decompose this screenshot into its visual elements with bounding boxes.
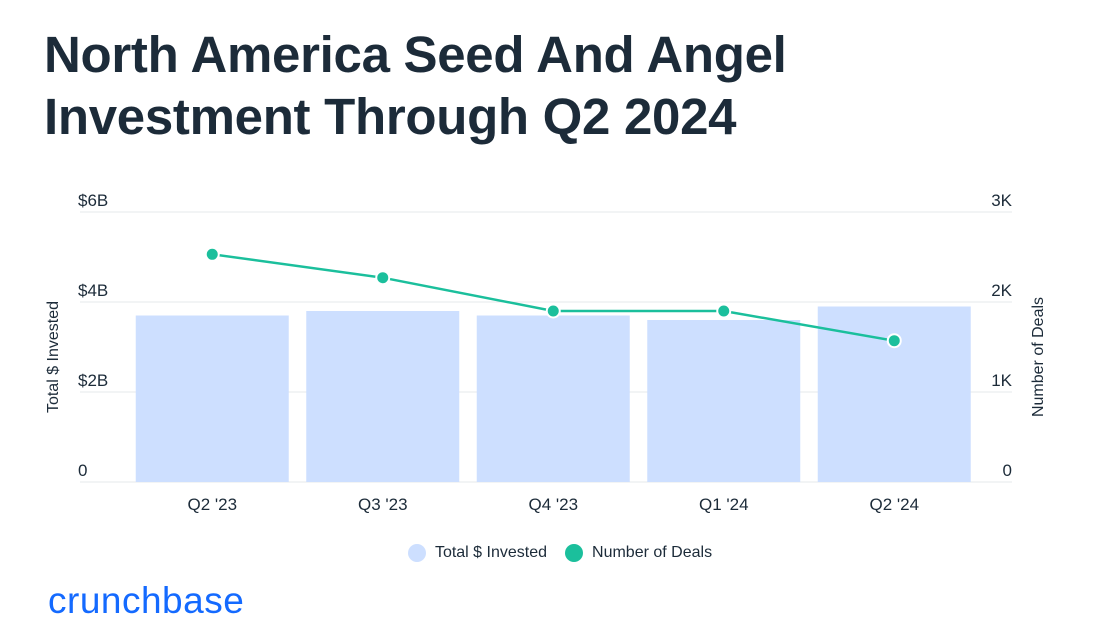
legend-swatch-invested	[407, 544, 426, 562]
deal-point	[545, 303, 561, 319]
legend-label-deals: Number of Deals	[592, 544, 713, 561]
bar	[306, 311, 460, 482]
x-tick-label: Q2 '24	[869, 495, 919, 514]
deal-point	[375, 270, 391, 286]
deal-point	[204, 246, 220, 262]
y-left-tick-label: 0	[78, 461, 87, 480]
y-left-tick-label: $4B	[78, 281, 108, 300]
legend-swatch-deals	[565, 544, 584, 562]
bar	[135, 315, 289, 482]
y-right-tick-label: 3K	[991, 191, 1012, 210]
crunchbase-logo: crunchbase	[48, 580, 245, 621]
bar	[817, 306, 971, 482]
axes: 0 $2B $4B $6B 0 1K 2K 3K Q2 '23 Q3 '23 Q4 '23 Q1 '2…	[45, 191, 1047, 514]
deal-point	[886, 333, 902, 349]
chart-plot: 0 $2B $4B $6B 0 1K 2K 3K Q2 '23 Q3 '23 Q4 '23 Q1 '2…	[45, 191, 1047, 514]
legend-item-deals[interactable]: Number of Deals	[565, 544, 712, 562]
legend-label-invested: Total $ Invested	[434, 544, 548, 561]
x-tick-label: Q4 '23	[528, 495, 578, 514]
legend-item-invested[interactable]: Total $ Invested	[407, 544, 548, 562]
chart-title-line-2: Investment Through Q2 2024	[44, 88, 737, 145]
deal-point	[716, 303, 732, 319]
chart-title-line-1: North America Seed And Angel	[44, 26, 787, 83]
y-left-tick-label: $6B	[78, 191, 108, 210]
y-left-axis-title: Total $ Invested	[45, 301, 62, 413]
y-right-tick-label: 2K	[991, 281, 1012, 300]
y-right-tick-label: 0	[1003, 461, 1012, 480]
y-left-tick-label: $2B	[78, 371, 108, 390]
x-tick-label: Q3 '23	[358, 495, 408, 514]
bars	[135, 306, 971, 482]
bar	[476, 315, 630, 482]
deals-line	[204, 246, 902, 349]
chart-title: North America Seed And Angel Investment …	[44, 24, 1044, 148]
x-tick-label: Q1 '24	[699, 495, 749, 514]
bar	[647, 320, 801, 482]
y-right-tick-label: 1K	[991, 371, 1012, 390]
y-right-axis-title: Number of Deals	[1030, 297, 1047, 417]
legend: Total $ Invested Number of Deals	[0, 544, 1120, 562]
x-tick-label: Q2 '23	[187, 495, 237, 514]
